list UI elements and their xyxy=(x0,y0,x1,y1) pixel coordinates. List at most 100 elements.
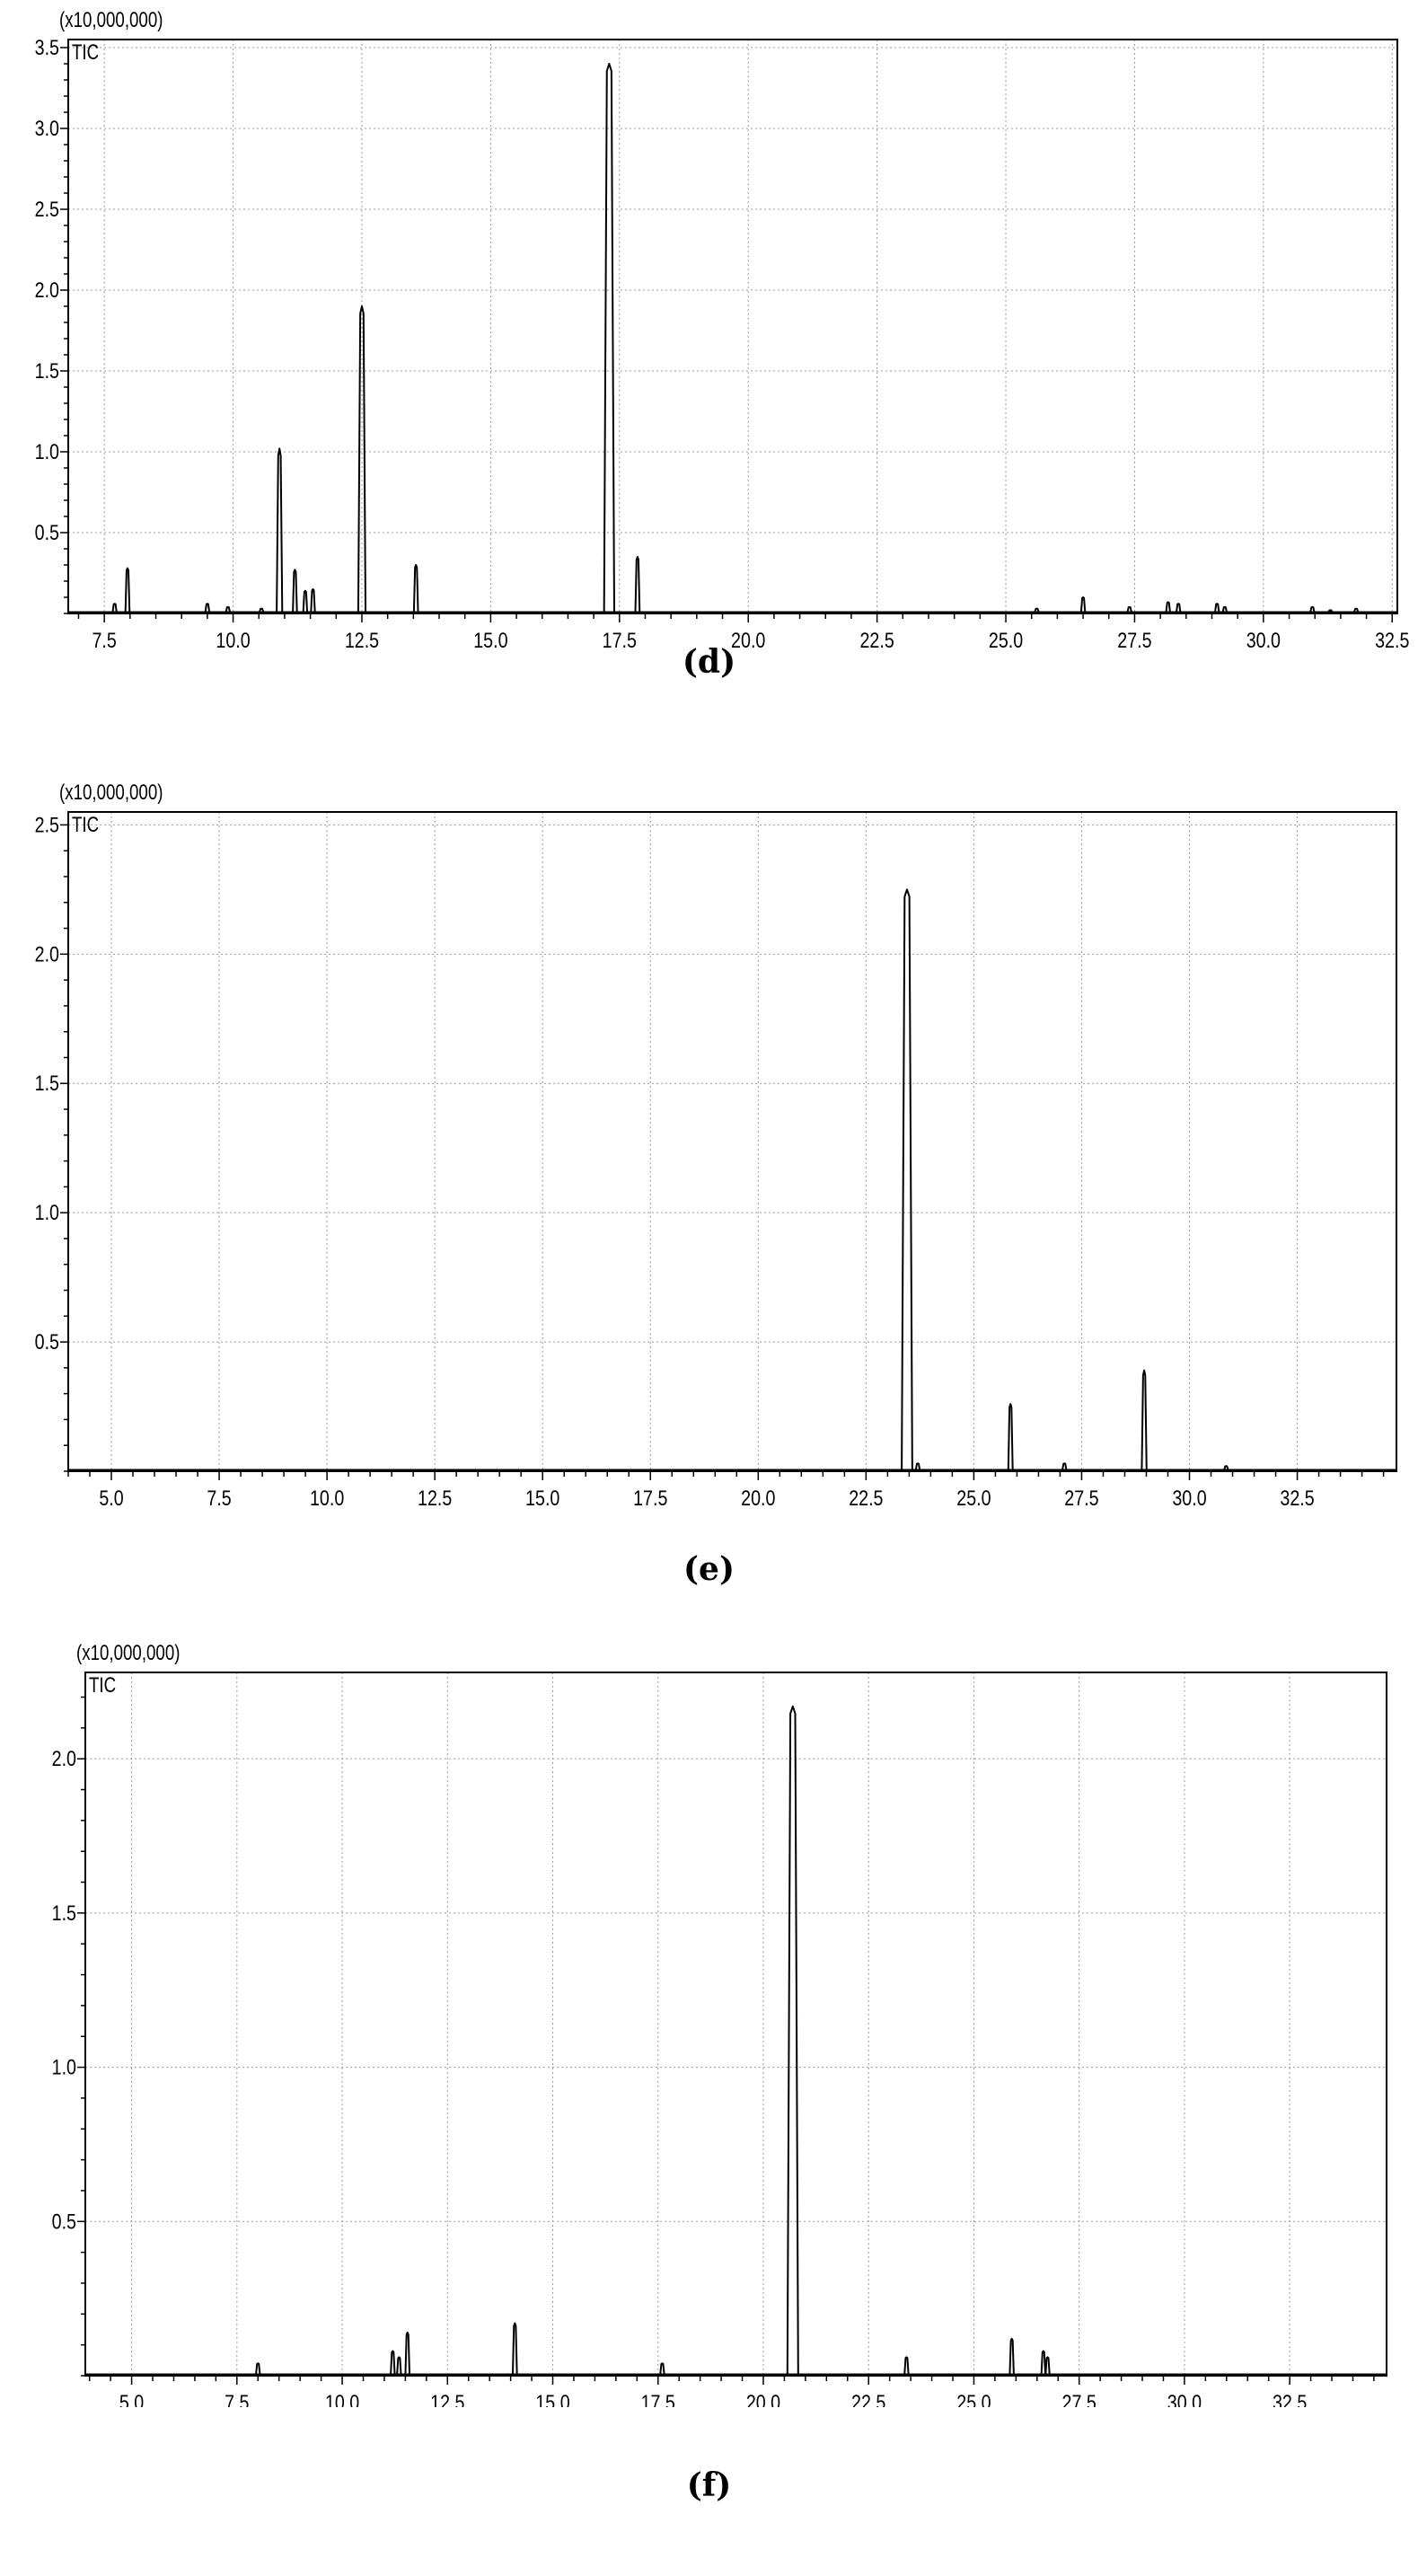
chart-d-x-tick-label: 30.0 xyxy=(1246,628,1281,652)
chart-f-y-tick-label: 1.5 xyxy=(52,1901,76,1925)
chart-f-peak xyxy=(404,2331,411,2375)
panel-caption-d: (d) xyxy=(682,643,736,681)
chart-f-peak xyxy=(390,2350,396,2375)
chart-e-peak xyxy=(901,888,913,1470)
chart-f-y-tick-label: 1.0 xyxy=(52,2055,76,2079)
chart-f-x-tick-label: 10.0 xyxy=(325,2390,359,2407)
chart-d-grid xyxy=(68,40,1397,613)
chart-e-x-tick-label: 25.0 xyxy=(956,1486,991,1510)
chart-f-peak xyxy=(786,1705,799,2375)
chart-e-peak xyxy=(1061,1462,1068,1470)
chart-f-series-label: TIC xyxy=(89,1673,116,1698)
chart-f-peak xyxy=(1040,2350,1047,2375)
chart-f-x-tick-label: 7.5 xyxy=(225,2390,249,2407)
chart-f-x-tick-label: 15.0 xyxy=(535,2390,569,2407)
chart-f-x-tick-label: 27.5 xyxy=(1062,2390,1097,2407)
chart-e-x-tick-label: 17.5 xyxy=(633,1486,667,1510)
chart-f-x-tick-label: 32.5 xyxy=(1273,2390,1307,2407)
chart-d-scale-label: (x10,000,000) xyxy=(59,8,163,32)
chart-d-series-label: TIC xyxy=(72,40,99,65)
chart-d-peak xyxy=(225,605,232,613)
chart-e-y-tick-label: 2.5 xyxy=(35,813,59,837)
chart-d-peak xyxy=(1079,596,1087,613)
chart-d-peak xyxy=(1221,605,1229,613)
chart-f-x-tick-label: 30.0 xyxy=(1167,2390,1202,2407)
chart-e-plot-frame xyxy=(67,811,1397,1472)
chart-d-x-tick-label: 25.0 xyxy=(989,628,1023,652)
chart-f-y-tick-label: 0.5 xyxy=(52,2209,76,2233)
chart-f-peak xyxy=(396,2356,402,2375)
chart-d-peak xyxy=(1165,601,1171,613)
chart-f-peak xyxy=(903,2356,910,2375)
chart-e-x-tick-label: 30.0 xyxy=(1172,1486,1206,1510)
chromatogram-d-svg: 7.5 10.0 12.5 15.0 17.5 20.0 22.5 25.0 27.5 30.0 3… xyxy=(35,8,1410,653)
chart-e-y-tick-label: 1.5 xyxy=(35,1071,59,1095)
chromatogram-panel-f: 5.0 7.5 10.0 12.5 15.0 17.5 20.0 22.5 25.0 27.5 30… xyxy=(0,1635,1418,2576)
chart-e-peak xyxy=(1223,1465,1229,1470)
chart-d-peak xyxy=(1309,605,1316,613)
chart-f-peak xyxy=(1008,2337,1015,2375)
chart-f-peak xyxy=(255,2362,261,2375)
chart-d-peak xyxy=(276,447,284,613)
chart-d-peak xyxy=(1176,603,1182,613)
chart-d-y-tick-label: 2.5 xyxy=(35,197,59,221)
chart-d-peak xyxy=(258,607,265,613)
chart-e-y-tick-label: 1.0 xyxy=(35,1200,59,1224)
chart-d-tic-trace xyxy=(68,63,1397,613)
chart-d-plot-frame xyxy=(67,39,1398,614)
chart-e-peak xyxy=(1007,1403,1014,1470)
chromatogram-panel-d: 7.5 10.0 12.5 15.0 17.5 20.0 22.5 25.0 27.5 30.0 3… xyxy=(0,0,1418,719)
chart-f-peak xyxy=(659,2362,665,2375)
chart-e-tic-trace xyxy=(68,888,1396,1471)
chart-d-peak xyxy=(310,588,316,613)
chart-f-plot-frame xyxy=(84,1672,1387,2377)
chart-d-peak xyxy=(111,603,118,613)
chart-d-y-tick-label: 3.5 xyxy=(35,35,59,59)
chart-d-peak xyxy=(204,603,211,613)
chart-e-x-tick-label: 5.0 xyxy=(99,1486,123,1510)
chart-f-y-tick-label: 2.0 xyxy=(52,1746,76,1770)
chart-e-x-tick-label: 27.5 xyxy=(1064,1486,1098,1510)
chart-f-scale-label: (x10,000,000) xyxy=(76,1641,180,1665)
chart-d-peak xyxy=(1034,607,1040,613)
chart-f-peak xyxy=(1044,2356,1051,2375)
chart-f-x-tick-label: 12.5 xyxy=(430,2390,464,2407)
chart-d-x-tick-label: 10.0 xyxy=(216,628,250,652)
chart-f-grid xyxy=(85,1672,1387,2376)
chart-e-peak xyxy=(1141,1369,1148,1470)
chart-d-y-tick-label: 0.5 xyxy=(35,520,59,544)
chart-f-x-tick-label: 5.0 xyxy=(119,2390,144,2407)
chart-d-peak xyxy=(357,305,367,613)
chart-d-peak xyxy=(1352,607,1360,613)
panel-caption-e: (e) xyxy=(683,1550,735,1588)
chart-d-x-tick-label: 17.5 xyxy=(603,628,637,652)
chart-f-x-tick-label: 25.0 xyxy=(956,2390,991,2407)
chart-e-peak xyxy=(914,1462,921,1470)
chart-e-x-tick-label: 15.0 xyxy=(525,1486,559,1510)
chart-d-x-tick-label: 12.5 xyxy=(345,628,379,652)
chart-e-scale-label: (x10,000,000) xyxy=(59,781,163,805)
chart-d-y-tick-label: 1.5 xyxy=(35,358,59,383)
chart-e-x-tick-label: 20.0 xyxy=(741,1486,775,1510)
chart-e-x-tick-label: 32.5 xyxy=(1280,1486,1314,1510)
chart-d-peak xyxy=(302,589,309,613)
chart-d-y-tick-label: 3.0 xyxy=(35,116,59,140)
chart-e-x-tick-label: 22.5 xyxy=(849,1486,883,1510)
chart-d-x-tick-label: 7.5 xyxy=(92,628,116,652)
chart-e-grid xyxy=(68,812,1396,1471)
chart-d-peak xyxy=(603,63,615,613)
chart-d-peak xyxy=(124,567,131,613)
chart-e-x-tick-label: 10.0 xyxy=(310,1486,344,1510)
chart-f-x-tick-label: 22.5 xyxy=(851,2390,885,2407)
chart-d-peak xyxy=(292,569,298,613)
chart-d-peak xyxy=(1214,603,1220,613)
chart-f-tic-trace xyxy=(85,1705,1387,2376)
chart-e-y-tick-label: 0.5 xyxy=(35,1329,59,1354)
chart-d-peak xyxy=(1126,605,1132,613)
chart-e-y-tick-label: 2.0 xyxy=(35,941,59,966)
chart-d-peak xyxy=(412,564,419,613)
chart-d-x-tick-label: 15.0 xyxy=(473,628,507,652)
chart-e-series-label: TIC xyxy=(72,813,99,837)
chart-d-y-tick-label: 1.0 xyxy=(35,439,59,463)
panel-caption-f: (f) xyxy=(686,2466,732,2504)
